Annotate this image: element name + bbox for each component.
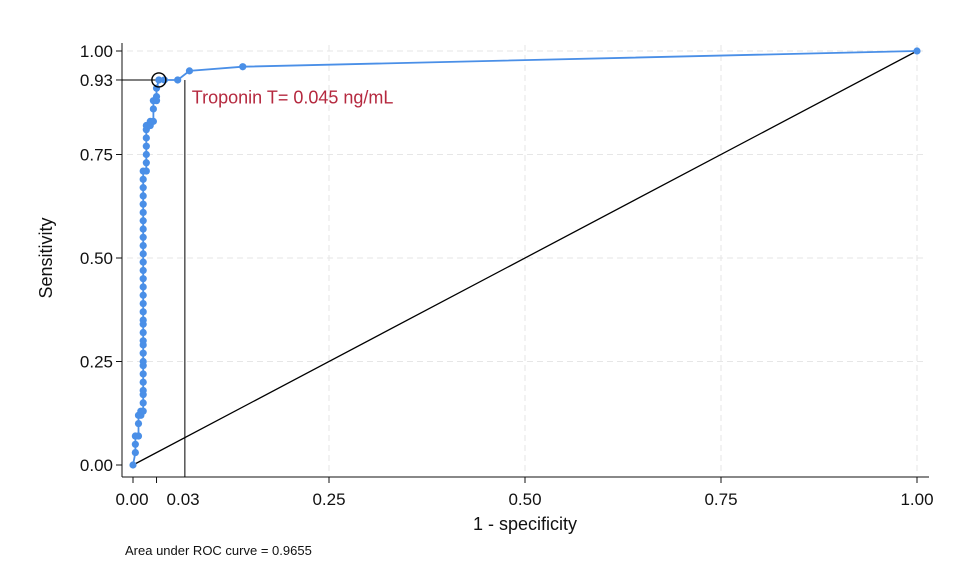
roc-point (139, 370, 147, 378)
roc-point (155, 76, 163, 84)
roc-point (139, 233, 147, 241)
roc-point (139, 316, 147, 324)
y-tick-label: 1.00 (80, 42, 113, 61)
roc-point (139, 407, 147, 415)
roc-point (139, 328, 147, 337)
roc-point (139, 357, 147, 366)
roc-point (139, 184, 147, 192)
y-tick-label: 0.75 (80, 146, 113, 165)
roc-point (134, 432, 143, 440)
roc-point (139, 275, 147, 283)
labels: 1 - specificity Sensitivity Troponin T= 0.… (36, 88, 577, 558)
y-tick-label: 0.93 (80, 71, 113, 90)
axes: 0.00 0.25 0.50 0.75 0.93 1.00 0.00 0.03 0.25 0.50… (80, 42, 934, 509)
roc-point (142, 159, 150, 167)
y-tick-label: 0.50 (80, 249, 113, 268)
roc-point (185, 67, 194, 75)
roc-point (139, 266, 147, 275)
roc-point (139, 299, 147, 308)
x-axis-title: 1 - specificity (473, 514, 577, 534)
x-tick-label: 0.50 (508, 490, 541, 509)
series (129, 47, 921, 469)
roc-point (139, 175, 147, 183)
x-tick-label: 0.03 (167, 490, 200, 509)
roc-point (142, 167, 150, 175)
roc-point (139, 225, 147, 233)
roc-point (139, 378, 147, 386)
roc-point (131, 440, 139, 448)
roc-point (139, 200, 147, 208)
roc-point (139, 217, 147, 225)
y-axis-title: Sensitivity (36, 217, 56, 298)
roc-point (131, 448, 139, 457)
roc-point (139, 258, 147, 266)
grid (127, 45, 927, 471)
x-tick-label: 0.00 (115, 490, 148, 509)
y-tick-label: 0.00 (80, 456, 113, 475)
roc-point (139, 283, 147, 291)
roc-point (913, 47, 921, 55)
roc-point (139, 386, 147, 395)
roc-point (139, 208, 147, 217)
x-tick-label: 0.25 (312, 490, 345, 509)
y-tick-label: 0.25 (80, 353, 113, 372)
roc-point (149, 105, 157, 113)
roc-point (142, 134, 150, 142)
roc-point (139, 399, 147, 407)
auc-note: Area under ROC curve = 0.9655 (125, 543, 312, 558)
cutoff-marker (151, 72, 167, 88)
roc-point (139, 349, 147, 357)
roc-point (139, 241, 147, 250)
roc-point (139, 291, 147, 299)
roc-point (152, 92, 161, 101)
roc-point (174, 76, 182, 84)
roc-point (139, 250, 147, 258)
roc-point (160, 76, 168, 84)
cutoff-annotation: Troponin T= 0.045 ng/mL (192, 88, 394, 108)
roc-point (142, 142, 150, 150)
roc-point (149, 117, 157, 125)
roc-point (134, 420, 143, 428)
roc-point (139, 337, 147, 345)
x-tick-label: 0.75 (704, 490, 737, 509)
roc-point (129, 461, 137, 469)
roc-point (139, 192, 147, 200)
x-tick-label: 1.00 (900, 490, 933, 509)
reference-diagonal (132, 50, 918, 466)
roc-point (142, 150, 150, 159)
roc-point (239, 63, 247, 71)
roc-point (139, 308, 147, 316)
reference-lines (122, 50, 918, 477)
